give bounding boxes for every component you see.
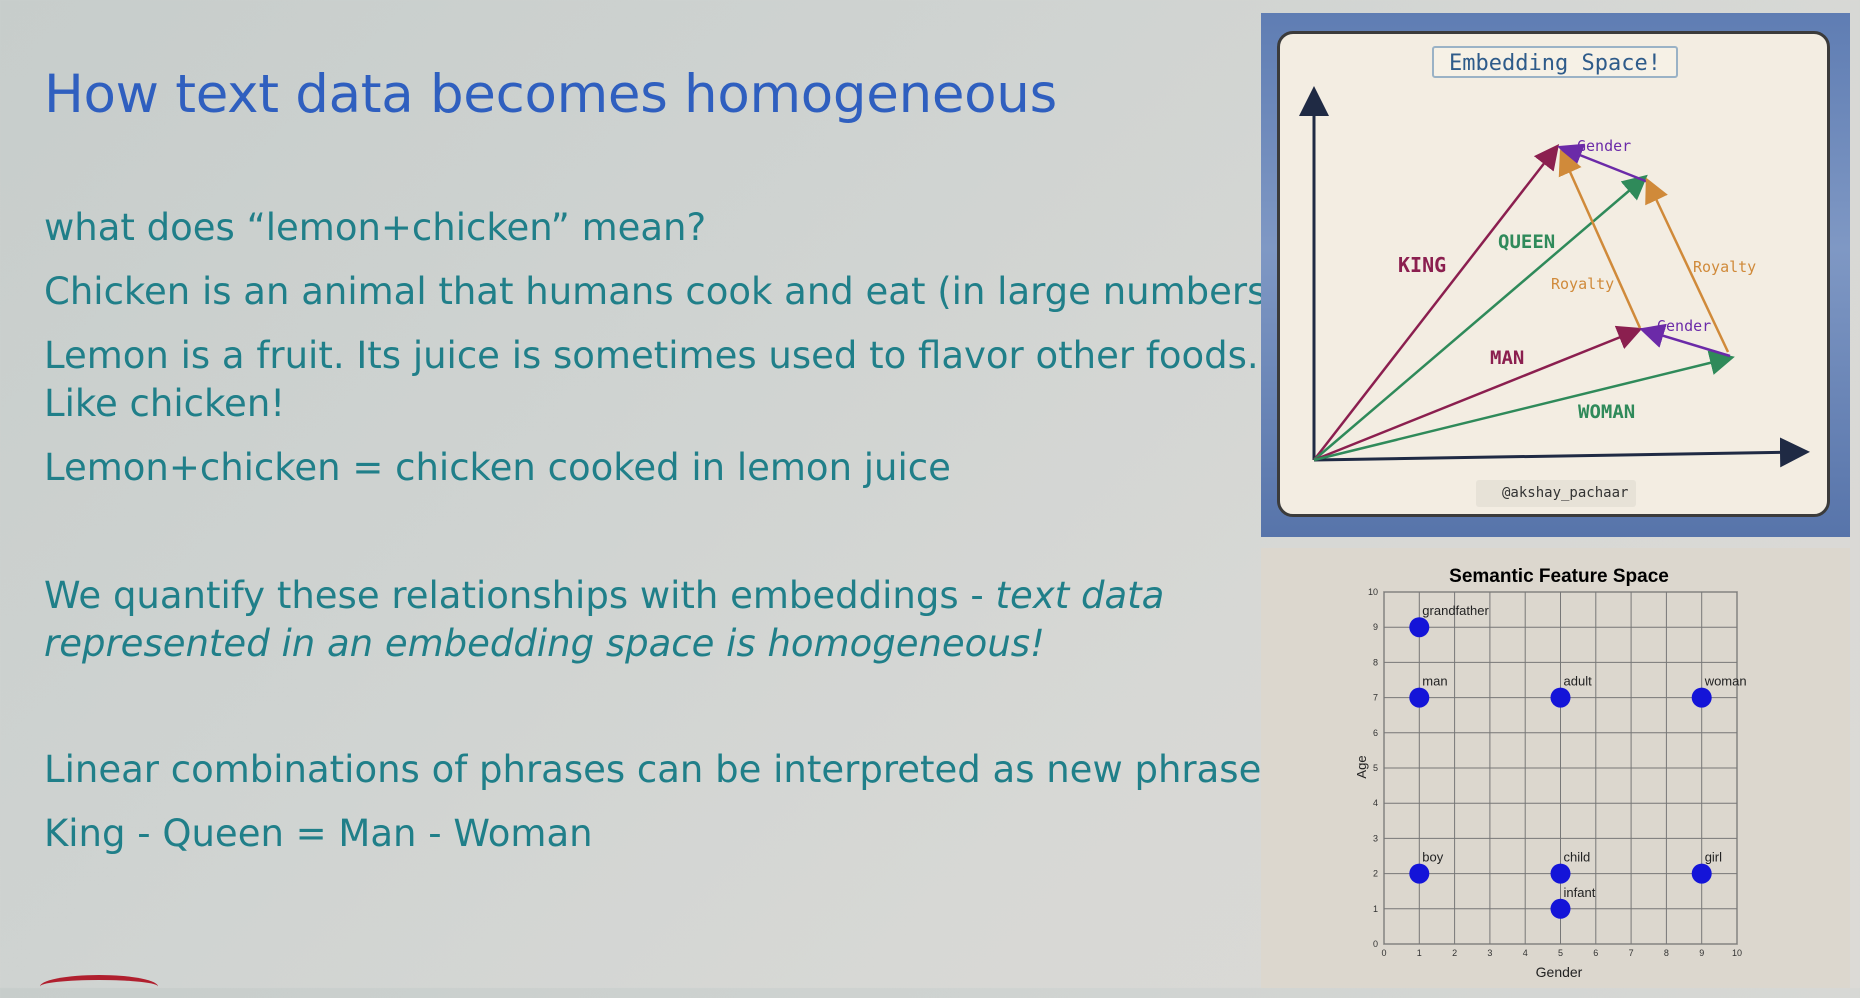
x-tick-label: 10 — [1732, 948, 1742, 958]
embedding-figure-credit: @akshay_pachaar — [1476, 480, 1636, 507]
point-label: adult — [1564, 674, 1593, 689]
point-woman — [1691, 687, 1712, 708]
embedding-figure-panel — [1277, 31, 1830, 517]
quantify-emphasis-2: represented in an embedding space is hom… — [44, 622, 1045, 665]
quantify-emphasis: text data — [995, 574, 1165, 617]
x-tick-label: 9 — [1699, 948, 1704, 958]
combo-line: Lemon+chicken = chicken cooked in lemon … — [44, 446, 951, 489]
x-tick-label: 2 — [1452, 948, 1457, 958]
queen-vector — [1313, 174, 1648, 461]
semantic-chart-grid: 0 1 2 3 4 5 6 7 8 9 10 0 1 2 3 4 5 6 7 8 9 10 — [1368, 587, 1742, 958]
chicken-line: Chicken is an animal that humans cook an… — [44, 270, 1281, 313]
gender-label-bottom: Gender — [1657, 317, 1711, 335]
king-label: KING — [1398, 253, 1446, 277]
royalty-arrow-right — [1645, 177, 1730, 353]
x-tick-label: 3 — [1487, 948, 1492, 958]
y-tick-label: 8 — [1373, 657, 1378, 667]
man-label: MAN — [1490, 347, 1524, 369]
y-tick-label: 4 — [1373, 798, 1378, 808]
woman-label: WOMAN — [1578, 401, 1635, 423]
x-tick-label: 0 — [1381, 948, 1386, 958]
quantify-line-2: represented in an embedding space is hom… — [44, 622, 1045, 665]
gender-arrow-bottom — [1639, 323, 1731, 358]
embedding-figure-title: Embedding Space! — [1432, 46, 1678, 78]
y-tick-label: 9 — [1373, 622, 1378, 632]
y-tick-label: 10 — [1368, 587, 1378, 597]
man-vector — [1313, 325, 1643, 462]
point-child — [1550, 863, 1571, 884]
y-tick-label: 6 — [1373, 728, 1378, 738]
semantic-chart-title: Semantic Feature Space — [1449, 566, 1669, 587]
royalty-label-left: Royalty — [1551, 275, 1614, 293]
semantic-chart-points: grandfather man adult woman boy child girl infa… — [1409, 603, 1747, 919]
woman-vector — [1313, 350, 1735, 462]
x-tick-label: 6 — [1593, 948, 1598, 958]
point-adult — [1550, 687, 1571, 708]
y-tick-label: 0 — [1373, 939, 1378, 949]
logo-swoosh-icon — [40, 975, 158, 998]
point-label: grandfather — [1422, 603, 1489, 618]
equation-line: King - Queen = Man - Woman — [44, 812, 593, 855]
x-tick-label: 5 — [1558, 948, 1563, 958]
semantic-chart-ylabel: Age — [1354, 755, 1369, 778]
point-label: man — [1422, 674, 1447, 689]
point-label: girl — [1705, 850, 1722, 865]
point-grandfather — [1409, 617, 1430, 638]
point-man — [1409, 687, 1430, 708]
point-girl — [1691, 863, 1712, 884]
y-tick-label: 7 — [1373, 693, 1378, 703]
point-label: infant — [1564, 885, 1596, 900]
point-infant — [1550, 898, 1571, 919]
x-tick-label: 4 — [1523, 948, 1528, 958]
y-tick-label: 1 — [1373, 904, 1378, 914]
gender-label-top: Gender — [1577, 137, 1631, 155]
x-tick-label: 1 — [1417, 948, 1422, 958]
slide-title: How text data becomes homogeneous — [44, 64, 1057, 125]
y-tick-label: 2 — [1373, 869, 1378, 879]
point-label: child — [1564, 850, 1591, 865]
emb-x-axis — [1313, 437, 1810, 468]
y-tick-label: 3 — [1373, 833, 1378, 843]
linear-line: Linear combinations of phrases can be in… — [44, 748, 1294, 791]
point-label: woman — [1704, 674, 1747, 689]
quantify-text: We quantify these relationships with emb… — [44, 574, 996, 617]
king-vector — [1313, 144, 1560, 461]
royalty-arrow-left — [1558, 149, 1642, 329]
lemon-line-1: Lemon is a fruit. Its juice is sometimes… — [44, 334, 1259, 377]
royalty-label-right: Royalty — [1693, 258, 1756, 276]
y-tick-label: 5 — [1373, 763, 1378, 773]
lemon-line-2: Like chicken! — [44, 382, 286, 425]
point-boy — [1409, 863, 1430, 884]
semantic-chart-xlabel: Gender — [1536, 964, 1583, 980]
quantify-line-1: We quantify these relationships with emb… — [44, 574, 1164, 617]
queen-label: QUEEN — [1498, 231, 1555, 253]
x-tick-label: 8 — [1664, 948, 1669, 958]
question-line: what does “lemon+chicken” mean? — [44, 206, 707, 249]
point-label: boy — [1422, 850, 1443, 865]
x-tick-label: 7 — [1629, 948, 1634, 958]
embedding-figure-frame — [1261, 13, 1850, 537]
